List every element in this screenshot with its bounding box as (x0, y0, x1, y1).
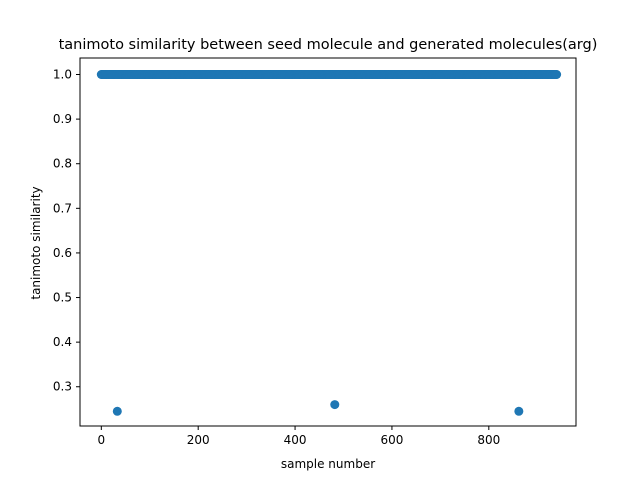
data-point (552, 70, 562, 80)
data-point (112, 406, 122, 416)
plot-frame (79, 57, 577, 427)
y-tick-label: 0.6 (53, 246, 72, 260)
x-tick-label: 0 (97, 433, 105, 447)
x-axis-ticks: 0 200 400 600 800 (97, 426, 500, 447)
y-axis-ticks: 0.3 0.4 0.5 0.6 0.7 0.8 0.9 1.0 (53, 68, 80, 394)
chart-title: tanimoto similarity between seed molecul… (59, 37, 598, 53)
data-point (330, 400, 340, 410)
y-tick-label: 0.8 (53, 157, 72, 171)
y-tick-label: 0.9 (53, 112, 72, 126)
y-tick-label: 0.3 (53, 380, 72, 394)
x-tick-label: 800 (477, 433, 500, 447)
x-tick-label: 400 (284, 433, 307, 447)
y-tick-label: 0.4 (53, 335, 72, 349)
y-tick-label: 0.5 (53, 291, 72, 305)
x-tick-label: 600 (380, 433, 403, 447)
y-axis-label: tanimoto similarity (29, 186, 43, 299)
data-points-layer (96, 70, 562, 416)
x-axis-label: sample number (281, 457, 375, 471)
axes-frame (79, 57, 577, 427)
y-tick-label: 0.7 (53, 201, 72, 215)
y-tick-label: 1.0 (53, 68, 72, 82)
data-point (514, 406, 524, 416)
x-tick-label: 200 (187, 433, 210, 447)
